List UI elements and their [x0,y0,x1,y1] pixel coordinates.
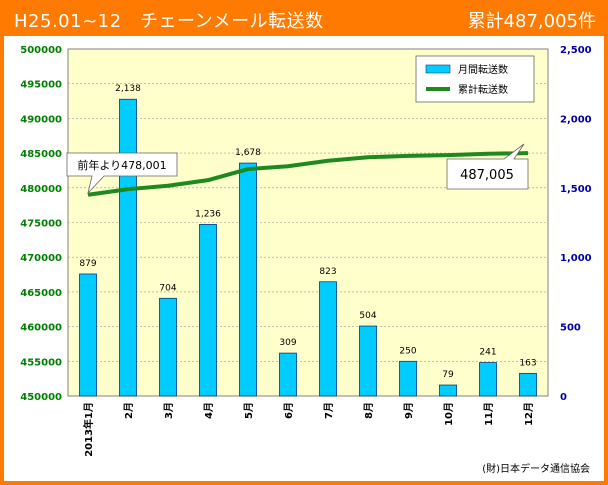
right-axis-tick: 500 [560,323,581,334]
x-axis-label: 12月 [523,402,535,426]
bar-value-label: 704 [159,283,176,293]
x-axis-label: 4月 [203,402,215,419]
header: H25.01~12 チェーンメール転送数 累計487,005件 [0,0,608,36]
start-callout-text: 前年より478,001 [77,158,166,172]
x-axis-label: 7月 [323,402,335,419]
bar-value-label: 79 [442,370,454,380]
legend-box [415,55,535,103]
left-axis-tick: 495000 [20,80,62,91]
left-axis-tick: 475000 [20,219,62,230]
left-axis-tick: 470000 [20,253,62,264]
left-axis-tick: 480000 [20,184,62,195]
x-axis-label: 5月 [243,402,255,419]
end-callout-text: 487,005 [460,168,514,183]
left-axis-tick: 460000 [20,323,62,334]
left-axis-tick: 490000 [20,114,62,125]
bar [519,372,537,397]
legend-bar-swatch [425,64,451,74]
bar-value-label: 504 [359,311,376,321]
bar [159,297,177,397]
bar-value-label: 309 [279,338,296,348]
right-axis-tick: 0 [560,392,567,403]
x-axis-label: 3月 [163,402,175,419]
bar-value-label: 241 [479,348,496,358]
bar-value-label: 1,236 [195,209,221,219]
x-axis-label: 11月 [483,402,495,426]
right-axis-tick: 2,500 [560,45,592,56]
x-axis-label: 9月 [403,402,415,419]
chart-title: H25.01~12 チェーンメール転送数 [14,11,324,32]
source-credit: (財)日本データ通信協会 [482,464,590,475]
cumulative-line [87,151,529,197]
end-callout-box [446,143,529,190]
left-axis-tick: 450000 [20,392,62,403]
x-axis-label: 6月 [283,402,295,419]
bar [479,362,497,397]
bar [279,352,297,397]
x-axis-label: 2月 [123,402,135,419]
left-axis-tick: 485000 [20,149,62,160]
right-axis-tick: 1,500 [560,184,592,195]
bar-value-label: 823 [319,267,336,277]
bar [119,98,137,397]
right-axis-tick: 2,000 [560,114,592,125]
bar [199,224,217,397]
bar [319,281,337,397]
bar-value-label: 163 [519,358,536,368]
legend-bar-label: 月間転送数 [458,63,508,76]
chart-panel: 450000 455000 460000 465000 470000 475000 4800… [4,36,604,481]
x-axis-label: 10月 [443,402,455,426]
x-axis-label: 8月 [363,402,375,419]
legend-line-label: 累計転送数 [458,83,508,96]
bar-value-label: 879 [79,259,96,269]
bar-value-label: 250 [399,346,416,356]
bar [79,273,97,397]
bar [239,162,257,397]
bar [439,384,457,397]
left-axis-tick: 500000 [20,45,62,56]
left-axis-tick: 465000 [20,288,62,299]
bar-value-label: 1,678 [235,148,261,158]
bar-value-label: 2,138 [115,84,141,94]
cumulative-total: 累計487,005件 [467,11,596,32]
left-axis-tick: 455000 [20,357,62,368]
bar [359,325,377,397]
x-axis-label: 2013年1月 [82,402,95,457]
start-callout-box [66,152,178,195]
bar [399,360,417,397]
right-axis-tick: 1,000 [560,253,592,264]
chart-svg: 450000 455000 460000 465000 470000 475000 4800… [20,45,592,457]
